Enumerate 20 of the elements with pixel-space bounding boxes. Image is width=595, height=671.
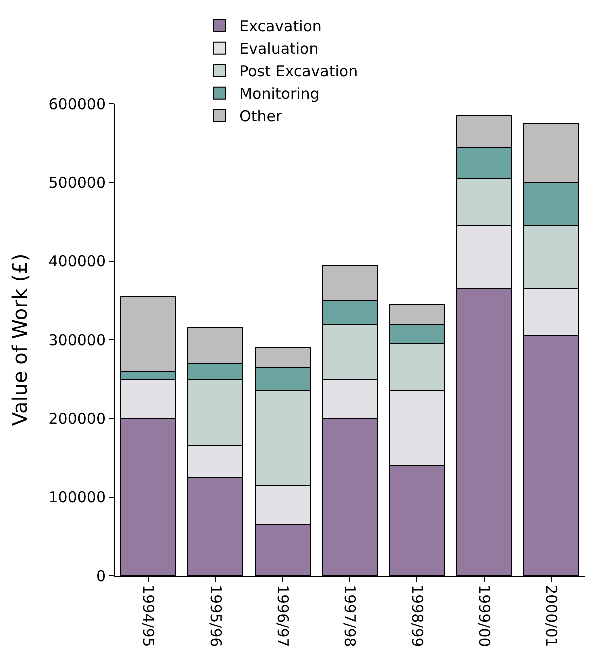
y-tick-label: 100000	[48, 488, 106, 507]
x-tick-label: 1999/00	[475, 585, 494, 648]
x-tick-label: 1994/95	[140, 585, 158, 648]
x-tick-label: 1997/98	[341, 585, 360, 648]
legend-label: Monitoring	[240, 85, 320, 104]
x-tick-label: 2000/01	[542, 585, 561, 648]
x-tick-label: 1996/97	[274, 585, 292, 648]
y-tick-label: 400000	[48, 252, 106, 271]
y-tick-label: 300000	[48, 331, 106, 350]
legend-label: Evaluation	[240, 40, 319, 58]
x-tick-label: 1995/96	[206, 585, 225, 648]
y-axis-title: Value of Work (£)	[8, 254, 32, 426]
y-tick-label: 200000	[48, 410, 106, 428]
legend-label: Post Excavation	[240, 62, 358, 81]
y-tick-label: 500000	[48, 174, 106, 192]
y-tick-label: 600000	[48, 95, 106, 114]
x-tick-label: 1998/99	[408, 585, 426, 648]
legend-label: Excavation	[240, 18, 322, 36]
y-tick-label: 0	[96, 567, 106, 586]
legend-label: Other	[240, 108, 284, 126]
